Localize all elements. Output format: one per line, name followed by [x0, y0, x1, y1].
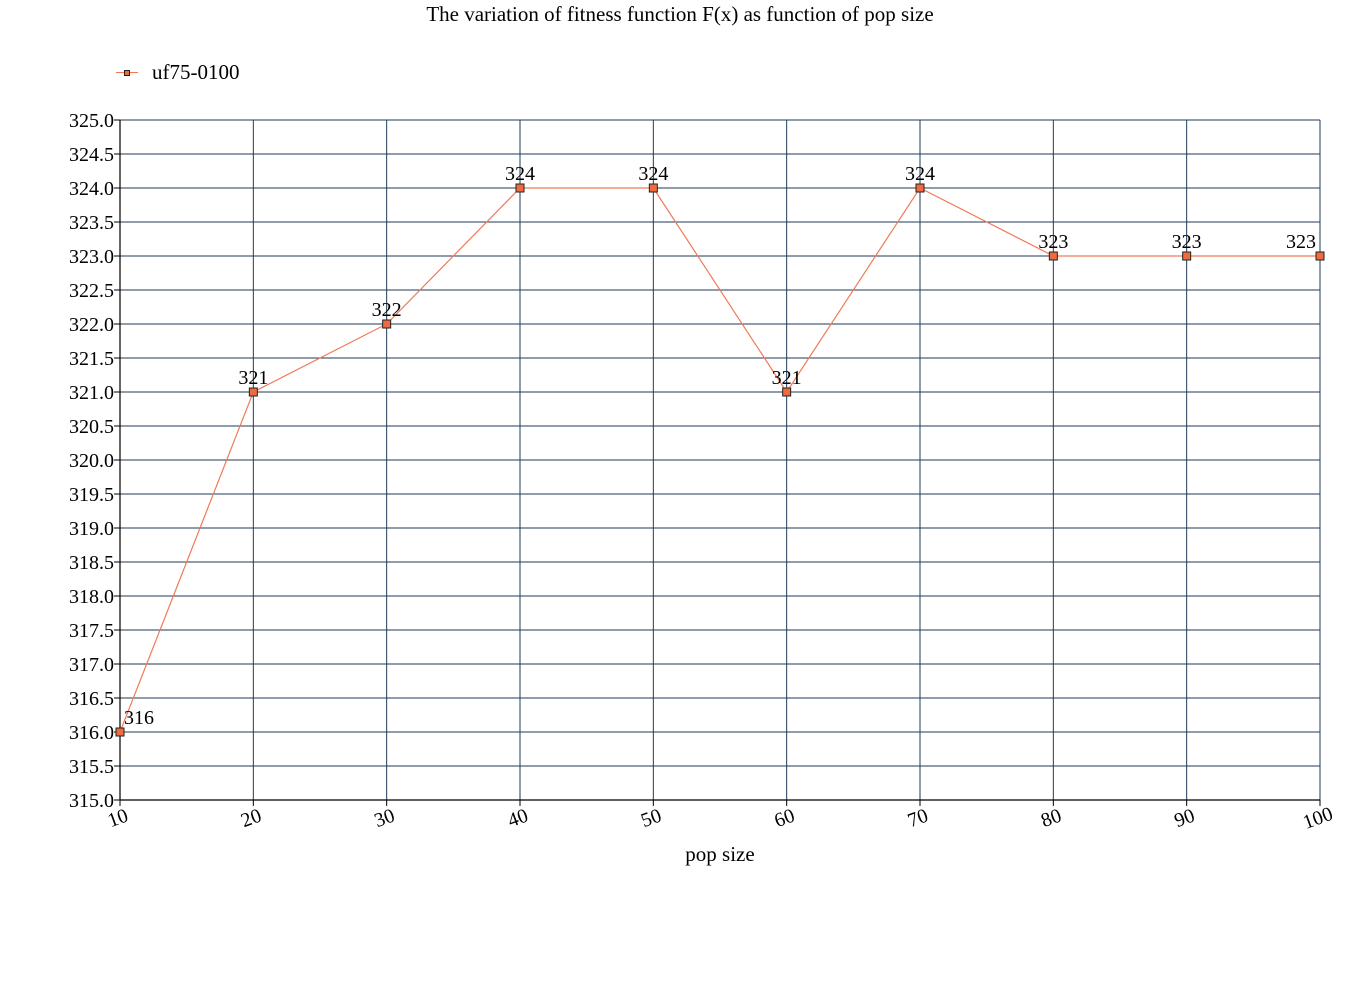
- y-tick-label: 320.0: [69, 450, 114, 472]
- data-label: 321: [238, 367, 268, 389]
- y-tick-label: 325.0: [69, 110, 114, 132]
- y-tick-label: 316.0: [69, 722, 114, 744]
- y-tick-label: 315.5: [69, 756, 114, 778]
- data-point: [1048, 251, 1058, 261]
- data-label: 321: [772, 367, 802, 389]
- y-tick-label: 316.5: [69, 688, 114, 710]
- x-tick-label: 90: [1171, 805, 1197, 833]
- data-label: 323: [1038, 231, 1068, 253]
- y-tick-label: 320.5: [69, 416, 114, 438]
- x-axis-label: pop size: [685, 842, 755, 866]
- y-tick-label: 323.0: [69, 246, 114, 268]
- chart-title: The variation of fitness function F(x) a…: [426, 2, 934, 26]
- y-tick-label: 315.0: [69, 790, 114, 812]
- legend-label: uf75-0100: [152, 60, 240, 84]
- data-label: 324: [905, 163, 935, 185]
- data-point: [1182, 251, 1192, 261]
- data-label: 323: [1286, 231, 1316, 253]
- y-tick-label: 319.0: [69, 518, 114, 540]
- y-tick-label: 318.5: [69, 552, 114, 574]
- data-point: [382, 319, 392, 329]
- data-point: [648, 183, 658, 193]
- y-tick-label: 322.0: [69, 314, 114, 336]
- data-label: 322: [372, 299, 402, 321]
- data-point: [915, 183, 925, 193]
- y-tick-label: 321.5: [69, 348, 114, 370]
- x-tick-label: 60: [771, 805, 797, 833]
- x-tick-label: 80: [1038, 805, 1064, 833]
- y-tick-label: 319.5: [69, 484, 114, 506]
- data-point: [515, 183, 525, 193]
- data-label: 323: [1172, 231, 1202, 253]
- data-point: [782, 387, 792, 397]
- data-point: [115, 727, 125, 737]
- x-tick-label: 100: [1300, 803, 1336, 834]
- data-point: [1315, 251, 1325, 261]
- x-tick-label: 40: [505, 805, 531, 833]
- data-label: 324: [638, 163, 668, 185]
- y-tick-label: 322.5: [69, 280, 114, 302]
- y-tick-label: 317.0: [69, 654, 114, 676]
- data-label: 324: [505, 163, 535, 185]
- x-tick-label: 50: [638, 805, 664, 833]
- y-tick-label: 317.5: [69, 620, 114, 642]
- series-line: [119, 187, 1320, 733]
- legend-swatch: [116, 67, 138, 79]
- y-tick-label: 324.5: [69, 144, 114, 166]
- legend: uf75-0100: [116, 60, 240, 85]
- x-tick-label: 70: [905, 805, 931, 833]
- x-tick-label: 20: [238, 805, 264, 833]
- y-tick-label: 321.0: [69, 382, 114, 404]
- y-tick-label: 324.0: [69, 178, 114, 200]
- x-tick-label: 30: [371, 805, 397, 833]
- y-tick-label: 323.5: [69, 212, 114, 234]
- data-label: 316: [124, 707, 154, 729]
- legend-marker-icon: [124, 69, 130, 76]
- y-tick-label: 318.0: [69, 586, 114, 608]
- data-point: [248, 387, 258, 397]
